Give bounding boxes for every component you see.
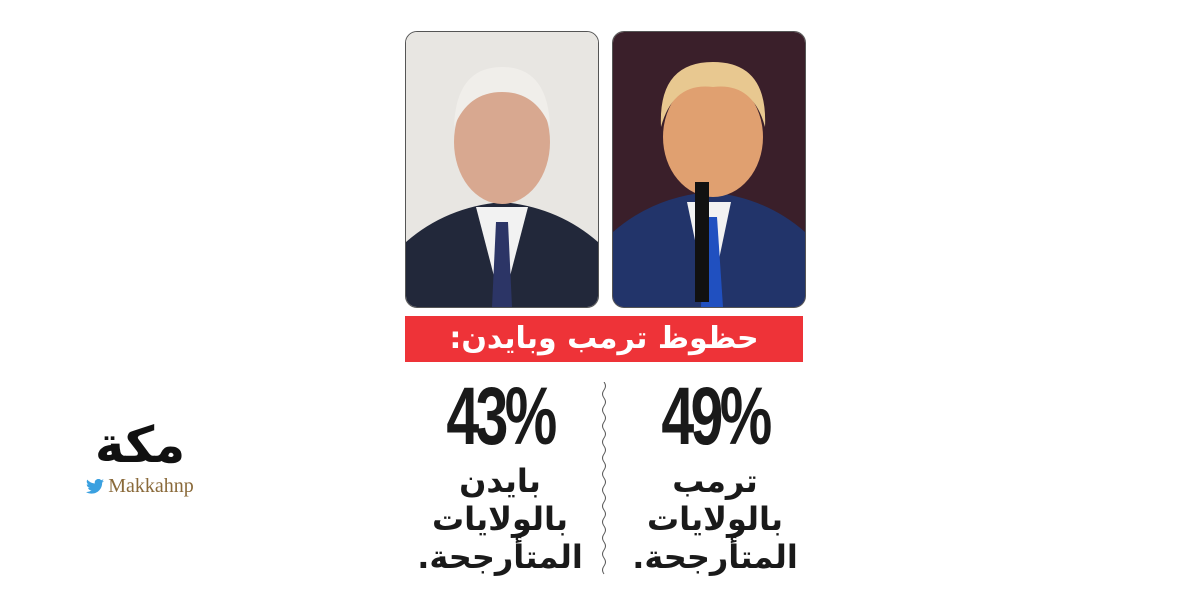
twitter-handle: Makkahnp: [108, 475, 194, 497]
biden-percent: 43%: [446, 371, 557, 462]
biden-line2: بالولايات: [431, 500, 569, 538]
twitter-bird-icon: [86, 479, 105, 494]
trump-photo: [612, 31, 806, 308]
trump-line2: بالولايات: [646, 500, 784, 538]
logo-mark: مكة: [94, 416, 186, 474]
makkah-logo: مكة Makkahnp: [70, 415, 210, 498]
biden-name: بايدن: [459, 462, 541, 500]
trump-name: ترمب: [672, 462, 758, 500]
biden-stat: 43% بايدن بالولايات المتأرجحة.: [400, 371, 600, 577]
banner-title: حظوظ ترمب وبايدن:: [405, 316, 803, 362]
trump-stat: 49% ترمب بالولايات المتأرجحة.: [615, 371, 815, 577]
wavy-divider: [602, 382, 606, 575]
trump-line3: المتأرجحة.: [632, 538, 798, 576]
trump-percent: 49%: [661, 371, 772, 462]
biden-photo: [405, 31, 599, 308]
biden-line3: المتأرجحة.: [417, 538, 583, 576]
